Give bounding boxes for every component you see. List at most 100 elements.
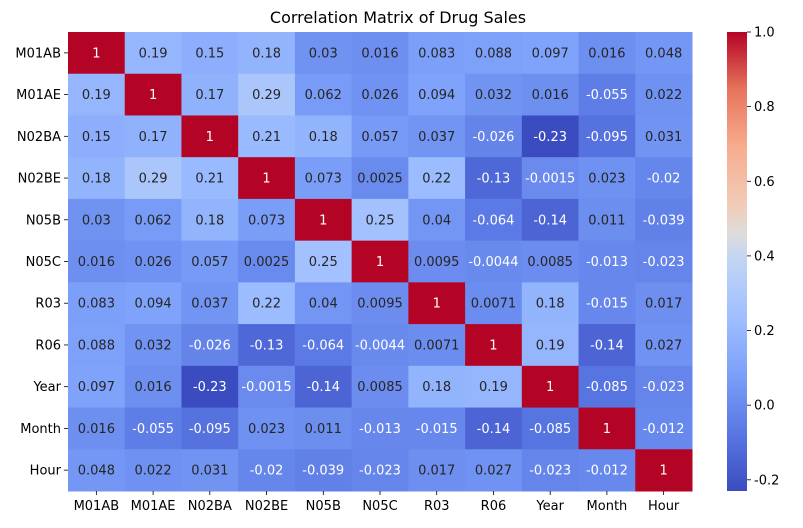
cell-value-label: 1 <box>376 255 384 270</box>
cell-value-label: -0.039 <box>302 464 344 479</box>
cell-value-label: 0.19 <box>82 88 111 103</box>
cell-value-label: 0.022 <box>645 88 682 103</box>
heatmap-cell <box>465 115 523 158</box>
cell-value-label: 0.04 <box>309 297 338 312</box>
cell-value-label: 0.0025 <box>244 255 290 270</box>
cell-value-label: -0.055 <box>586 88 628 103</box>
cell-value-label: 0.0071 <box>414 338 460 353</box>
heatmap-cell <box>521 157 580 200</box>
cell-value-label: 0.037 <box>418 130 455 145</box>
cell-value-label: 0.22 <box>252 297 281 312</box>
column-tick-label: Month <box>587 499 628 514</box>
cell-value-label: 0.18 <box>422 380 451 395</box>
cell-value-label: -0.14 <box>533 213 567 228</box>
heatmap-cell <box>351 115 409 158</box>
heatmap-cell <box>124 449 182 492</box>
heatmap-cell <box>578 157 636 200</box>
row-tick-label: R06 <box>35 338 61 353</box>
column-tick-label: N05B <box>306 499 341 514</box>
heatmap-cell <box>351 324 409 367</box>
heatmap-cell <box>238 407 296 450</box>
heatmap-cell <box>124 240 182 283</box>
cell-value-label: 0.29 <box>139 172 168 187</box>
cell-value-label: 0.18 <box>536 297 565 312</box>
heatmap-cell <box>408 157 466 200</box>
heatmap-cell <box>181 282 239 325</box>
cell-value-label: 0.097 <box>532 46 569 61</box>
heatmap-cell <box>68 324 126 367</box>
heatmap-cell <box>181 365 239 409</box>
heatmap-cell <box>181 407 239 450</box>
cell-value-label: -0.14 <box>306 380 340 395</box>
heatmap-cell <box>635 157 693 200</box>
cell-value-label: 0.011 <box>305 422 342 437</box>
heatmap-cell <box>578 240 636 283</box>
heatmap-cell <box>635 115 693 158</box>
row-tick-label: M01AE <box>16 88 61 103</box>
cell-value-label: 1 <box>659 464 667 479</box>
heatmap-cell <box>124 32 182 75</box>
heatmap-cell <box>635 324 693 367</box>
heatmap-cell <box>124 115 182 158</box>
cell-value-label: 0.062 <box>134 213 171 228</box>
heatmap-cell <box>578 198 636 242</box>
heatmap-cell <box>68 198 126 242</box>
cell-value-label: 1 <box>262 172 270 187</box>
heatmap-cell <box>635 73 693 116</box>
cell-value-label: 1 <box>319 213 327 228</box>
heatmap-cell <box>521 324 580 367</box>
heatmap-cell <box>578 449 636 492</box>
heatmap-cell <box>294 157 353 200</box>
cell-value-label: 0.088 <box>78 338 115 353</box>
heatmap-cell <box>635 449 693 492</box>
cell-value-label: -0.13 <box>477 172 511 187</box>
heatmap-cell <box>521 240 580 283</box>
column-tick-label: Year <box>535 499 564 514</box>
cell-value-label: 0.29 <box>252 88 281 103</box>
heatmap-cell <box>521 198 580 242</box>
heatmap-cell <box>181 324 239 367</box>
heatmap-cell <box>181 240 239 283</box>
cell-value-label: -0.013 <box>586 255 628 270</box>
cell-value-label: 0.057 <box>361 130 398 145</box>
cell-value-label: -0.039 <box>643 213 685 228</box>
cell-value-label: 0.15 <box>195 46 224 61</box>
cell-value-label: 0.097 <box>78 380 115 395</box>
cell-value-label: 1 <box>149 88 157 103</box>
cell-value-label: 0.057 <box>191 255 228 270</box>
row-tick-label: Year <box>32 380 61 395</box>
colorbar-ticks: 1.0 0.8 0.6 0.4 0.2 0.0 -0.2 <box>747 26 779 488</box>
column-tick-label: R03 <box>424 499 450 514</box>
cell-value-label: 0.0085 <box>527 255 573 270</box>
colorbar-tick-label: 1.0 <box>754 26 775 41</box>
cell-value-label: -0.085 <box>529 422 571 437</box>
cell-value-label: 0.016 <box>532 88 569 103</box>
chart-title: Correlation Matrix of Drug Sales <box>270 8 526 27</box>
heatmap-cell <box>578 282 636 325</box>
heatmap-cell <box>294 115 353 158</box>
cell-value-label: 0.18 <box>252 46 281 61</box>
cell-value-label: -0.023 <box>529 464 571 479</box>
cell-value-label: 0.088 <box>475 46 512 61</box>
heatmap-cell <box>294 365 353 409</box>
cell-value-label: -0.13 <box>250 338 284 353</box>
heatmap-cell <box>294 324 353 367</box>
cell-value-label: 0.027 <box>645 338 682 353</box>
cell-value-label: 0.17 <box>195 88 224 103</box>
column-tick-label: N02BE <box>245 499 288 514</box>
cell-value-label: 0.18 <box>309 130 338 145</box>
heatmap-cell <box>521 282 580 325</box>
heatmap-cell <box>68 365 126 409</box>
heatmap-cell <box>351 240 409 283</box>
heatmap-cell <box>124 282 182 325</box>
cell-value-label: -0.23 <box>533 130 567 145</box>
heatmap-cell <box>635 282 693 325</box>
heatmap-cell <box>578 115 636 158</box>
cell-value-label: -0.012 <box>586 464 628 479</box>
cell-value-label: 0.18 <box>82 172 111 187</box>
heatmap-cell-labels: 1 0.19 0.15 0.18 0.03 0.016 0.083 0.088 0.097 0.0… <box>78 46 685 478</box>
heatmap-cell <box>578 407 636 450</box>
heatmap-cell <box>408 198 466 242</box>
heatmap-cell <box>408 282 466 325</box>
